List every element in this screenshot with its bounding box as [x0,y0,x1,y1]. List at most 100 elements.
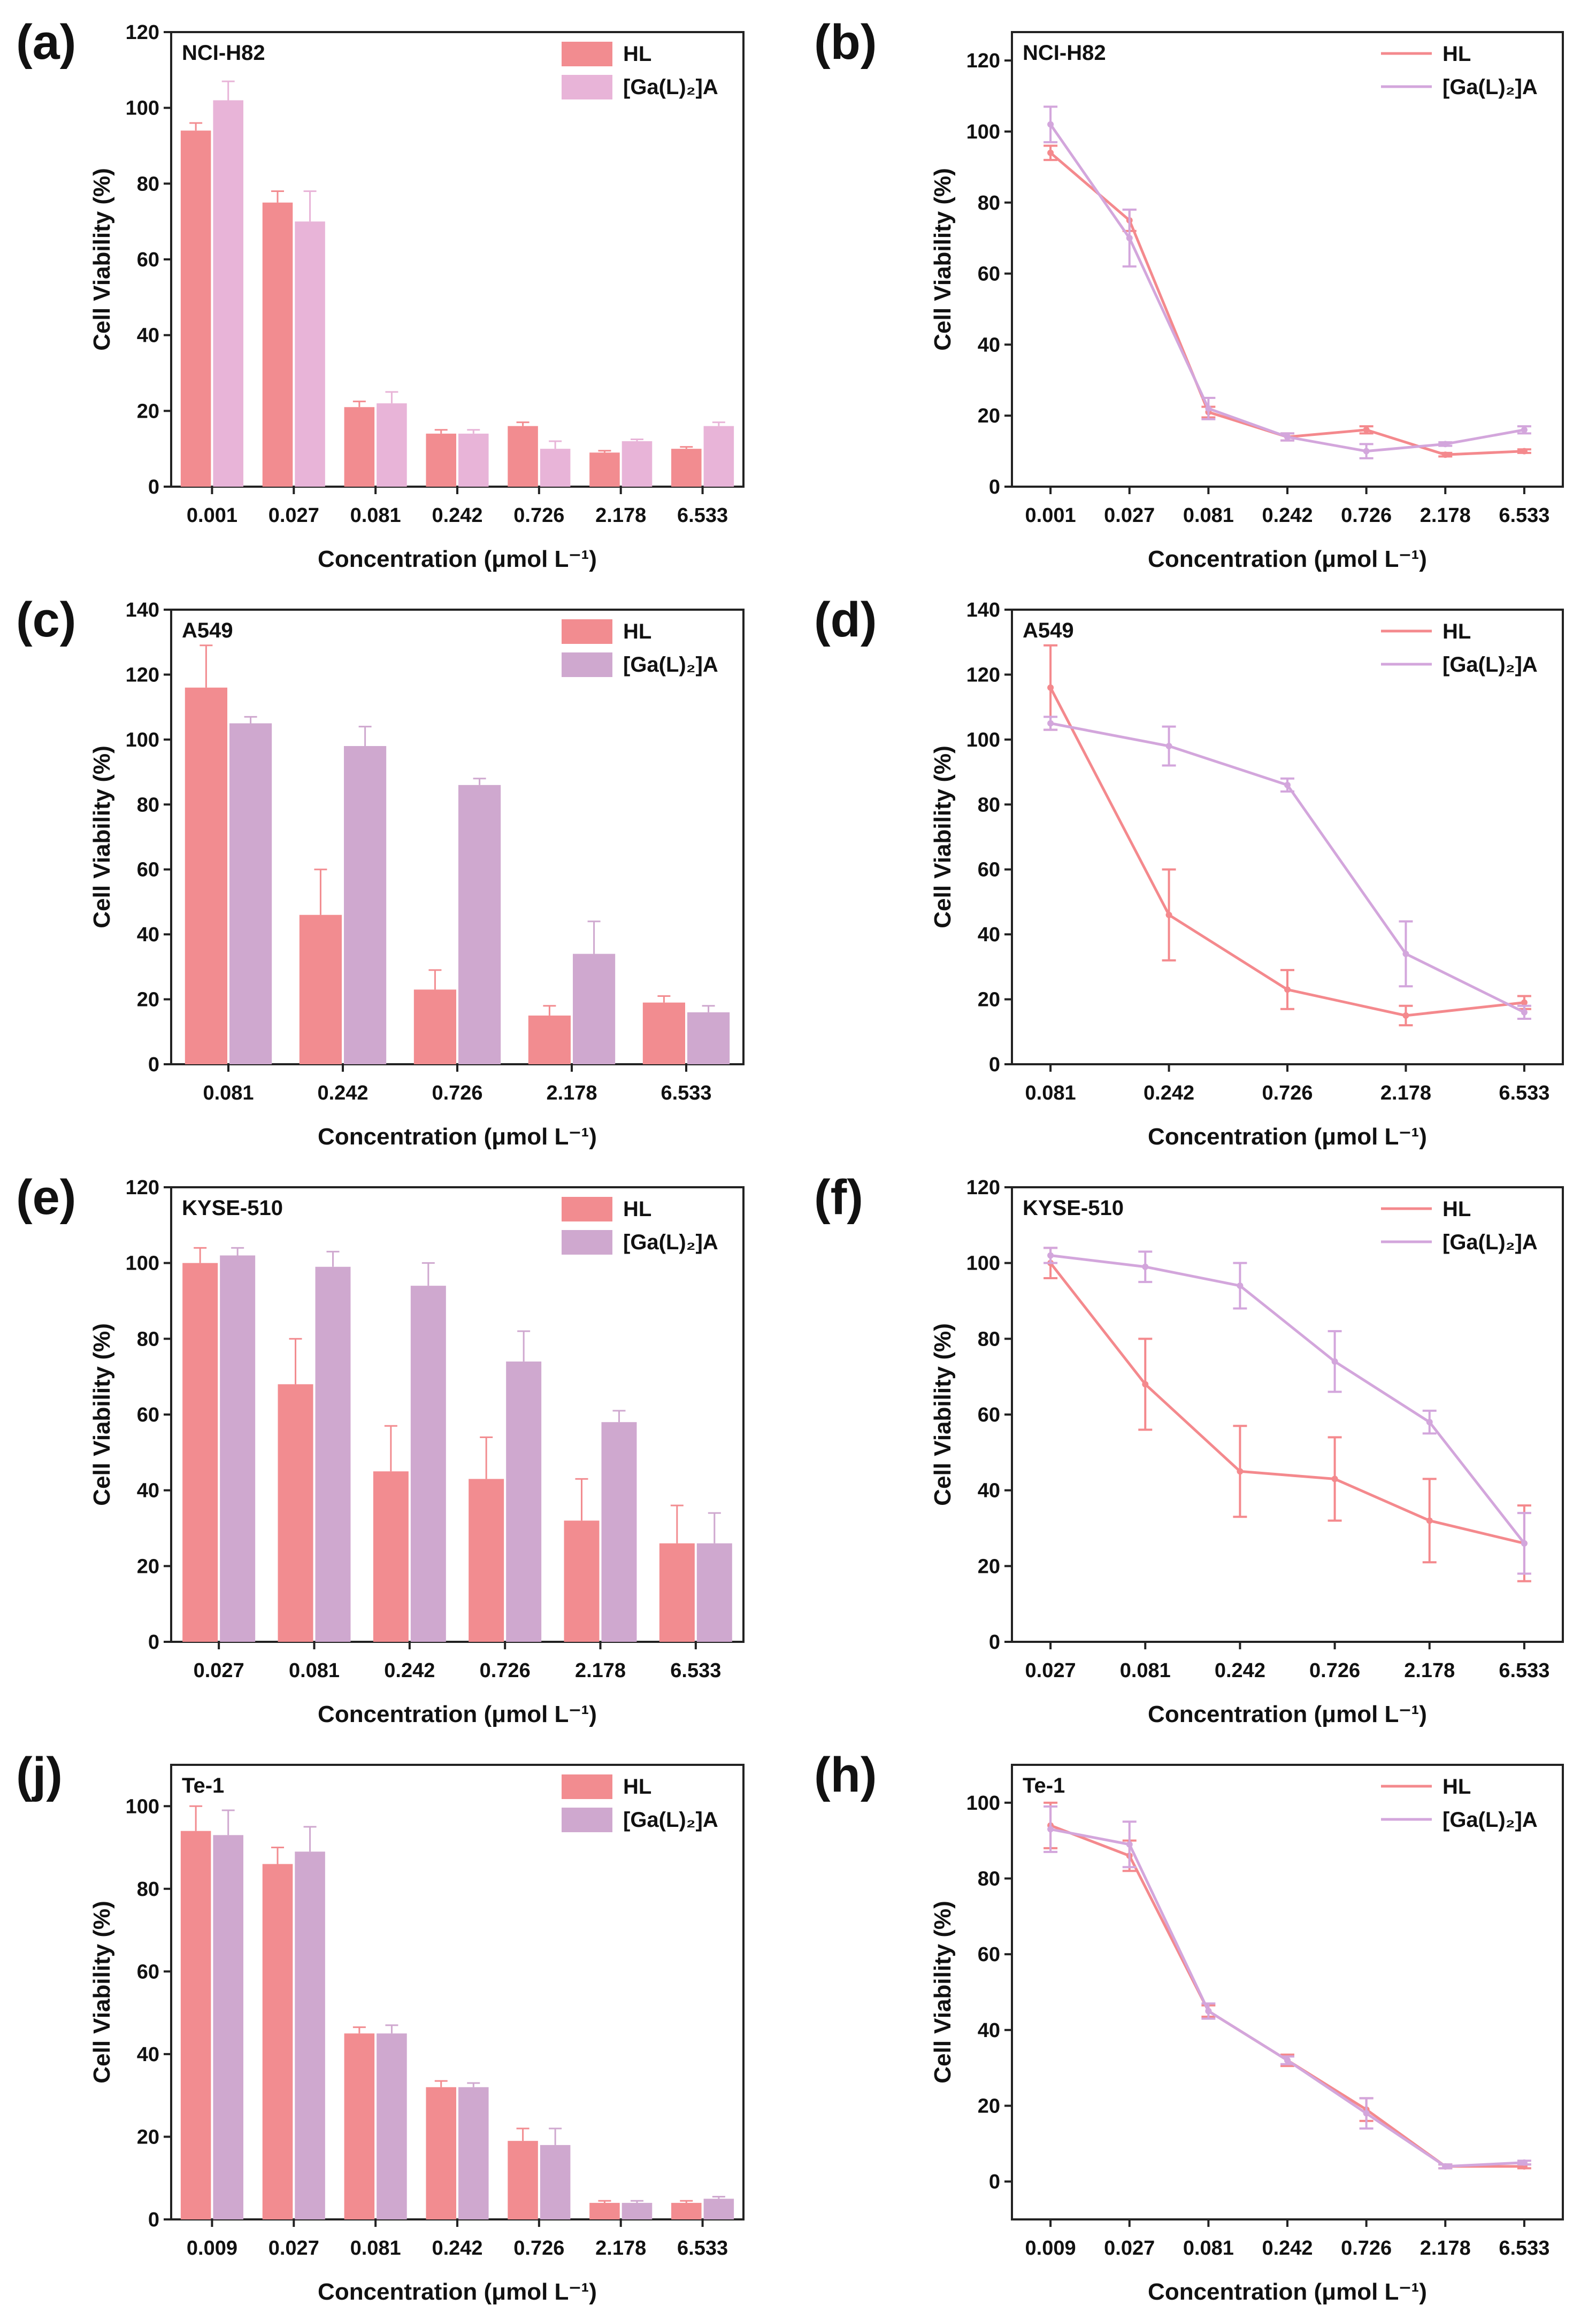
x-tick-label: 0.726 [1341,2237,1392,2260]
bar-hl [469,1479,504,1642]
data-point [1363,448,1370,455]
data-point [1442,2163,1449,2170]
bar-ga [458,433,489,487]
y-axis-label: Cell Viability (%) [89,1323,115,1506]
y-tick-label: 20 [978,2095,1000,2118]
legend-label: [Ga(L)₂]A [1442,1231,1538,1254]
x-tick-label: 2.178 [1420,2237,1471,2260]
data-point [1047,121,1054,128]
cell-line-label: A549 [182,619,233,642]
bar-ga [377,403,407,487]
bar-ga [601,1422,637,1642]
x-tick-label: 0.726 [1262,1082,1313,1104]
data-point [1205,405,1212,412]
y-tick-label: 60 [137,1961,159,1983]
plot-frame [1011,31,1564,488]
y-tick-label: 100 [126,97,159,120]
cell-line-label: Te-1 [182,1774,224,1797]
y-tick-label: 80 [137,1878,159,1901]
plot-frame [170,1764,745,2220]
series-line-hl [1049,1262,1525,1545]
x-tick-label: 6.533 [1499,1082,1549,1104]
panel-j: (j) 0 20 40 60 80 100 0.009 0.027 0.081 0.242 0.726… [0,1733,798,2310]
bar-ga [229,723,272,1064]
y-tick-label: 0 [989,476,1000,498]
data-point [1237,1468,1244,1475]
panel-h: (h) 0 20 40 60 80 100 0.009 0.027 0.081 0.242 0.726… [798,1733,1596,2310]
data-point [1521,999,1528,1006]
x-tick-label: 0.081 [1025,1082,1076,1104]
panel-e: (e) 0 20 40 60 80 100 120 0.027 0.081 0.242 0.726 2.… [0,1155,798,1733]
y-tick-label: 0 [148,476,159,498]
legend-swatch [562,1230,612,1255]
y-tick-label: 80 [978,192,1000,214]
x-tick-label: 0.081 [1183,2237,1234,2260]
legend-swatch [562,42,612,66]
legend-label: [Ga(L)₂]A [623,1808,718,1832]
bar-hl [508,426,538,487]
data-point [1521,2159,1528,2166]
bar-hl [373,1471,409,1642]
data-point [1521,1009,1528,1016]
series-line-ga [1049,124,1525,453]
bar-ga [458,2087,489,2219]
x-tick-label: 2.178 [1420,504,1471,527]
legend-label: HL [1442,620,1471,643]
y-tick-label: 20 [137,400,159,422]
x-tick-label: 0.027 [268,2237,319,2260]
x-tick-label: 2.178 [546,1082,597,1104]
data-point [1284,2057,1291,2064]
data-point [1426,1517,1433,1524]
data-point [1165,911,1172,918]
data-point [1284,986,1291,993]
bar-hl [299,915,342,1064]
y-axis-label: Cell Viability (%) [930,168,956,351]
y-tick-label: 140 [126,599,159,621]
legend-label: [Ga(L)₂]A [623,75,718,99]
data-point [1047,720,1054,727]
y-tick-label: 0 [989,2171,1000,2193]
x-tick-label: 0.726 [513,504,564,527]
x-axis-label: Concentration (μmol L⁻¹) [318,1701,597,1727]
bar-hl [642,1002,685,1064]
legend-swatch [562,652,612,677]
panel-label: (f) [814,1170,863,1225]
bar-ga [213,100,243,487]
x-tick-label: 0.726 [480,1659,531,1682]
x-tick-label: 6.533 [670,1659,721,1682]
y-axis-label: Cell Viability (%) [89,168,115,351]
legend-swatch [562,1808,612,1832]
bar-hl [185,687,227,1064]
x-tick-label: 0.242 [1262,2237,1313,2260]
y-tick-label: 40 [137,325,159,347]
x-tick-label: 0.081 [1183,504,1234,527]
legend-label: HL [623,42,651,66]
bar-hl [589,452,620,487]
y-tick-label: 120 [966,664,1000,686]
legend-label: [Ga(L)₂]A [623,1231,718,1254]
x-axis-label: Concentration (μmol L⁻¹) [1148,1124,1427,1150]
y-tick-label: 20 [137,2126,159,2148]
cell-line-label: KYSE-510 [1023,1196,1124,1220]
data-point [1047,1826,1054,1833]
bar-hl [426,2087,456,2219]
bar-ga [621,441,653,487]
bar-ga [220,1255,256,1642]
data-point [1165,743,1172,749]
data-point [1284,781,1291,788]
panel-a: (a) 0 20 40 60 80 100 120 0.001 0.027 0.081 0.242 0.… [0,0,798,578]
panel-label: (j) [16,1748,63,1802]
bar-ga [696,1543,732,1642]
chart-svg: (f) 0 20 40 60 80 100 120 0.027 0.081 0.242 0.726 2.… [814,1170,1564,1727]
data-point [1047,684,1054,691]
y-tick-label: 40 [978,1480,1000,1502]
x-tick-label: 0.027 [268,504,319,527]
chart-svg: (h) 0 20 40 60 80 100 0.009 0.027 0.081 0.242 0.726… [814,1748,1564,2305]
plot-frame [1011,1764,1564,2220]
data-point [1142,1381,1149,1388]
panel-f: (f) 0 20 40 60 80 100 120 0.027 0.081 0.242 0.726 2.… [798,1155,1596,1733]
data-point [1047,1252,1054,1259]
y-tick-label: 0 [148,1054,159,1076]
x-tick-label: 2.178 [1404,1659,1455,1682]
bar-hl [528,1015,571,1064]
